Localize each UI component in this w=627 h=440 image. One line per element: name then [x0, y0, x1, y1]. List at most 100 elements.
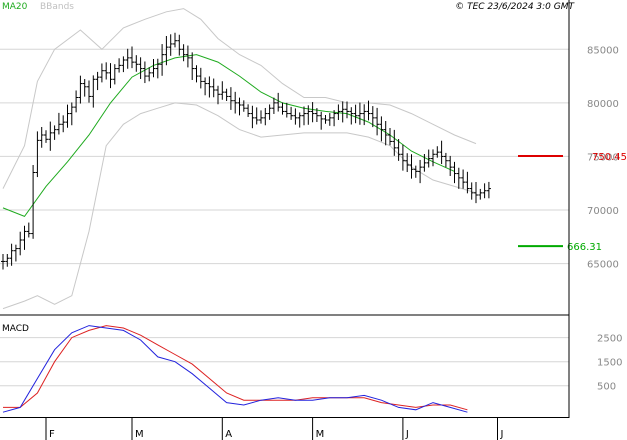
price-bar	[400, 144, 405, 171]
price-bar	[280, 102, 285, 115]
macd-gridlines	[0, 337, 569, 387]
price-bar	[18, 231, 23, 256]
price-bar	[486, 181, 491, 199]
macd-line	[2, 325, 468, 413]
price-bar	[82, 79, 87, 97]
bbands-lower-line	[2, 102, 477, 310]
price-bar	[224, 88, 229, 101]
price-levels: 750.45 666.31	[518, 152, 627, 253]
price-bar	[388, 128, 392, 146]
price-bar	[319, 111, 324, 130]
price-bar	[48, 121, 53, 151]
price-bar	[345, 101, 349, 119]
price-bar	[190, 52, 195, 80]
price-bar	[259, 110, 263, 124]
price-bar	[366, 100, 371, 121]
price-bar	[289, 106, 294, 120]
price-bar	[349, 107, 354, 125]
price-bar	[456, 167, 461, 189]
price-bar	[9, 243, 14, 266]
price-bar	[125, 48, 130, 69]
price-bar	[1, 254, 5, 270]
price-panel: 65000 70000 75000 80000 85000 750.45 666.31	[0, 8, 627, 310]
bbands-legend-label: BBands	[40, 2, 74, 12]
price-bar	[323, 115, 328, 124]
price-bar	[357, 102, 362, 125]
price-bar	[78, 75, 83, 104]
price-bar	[474, 181, 478, 204]
price-bar	[233, 91, 238, 114]
price-bar	[431, 149, 435, 167]
x-tick-label: J	[500, 429, 504, 440]
price-bar	[112, 64, 117, 85]
copyright-text: © TEC 23/6/2024 3:0 GMT	[455, 2, 575, 12]
price-bar	[99, 63, 104, 83]
price-bar	[465, 171, 470, 194]
price-bar	[164, 35, 169, 66]
ma-legend-label: MA20	[2, 2, 28, 12]
price-bar	[370, 106, 375, 128]
price-bar	[375, 107, 380, 136]
x-tick-label: M	[316, 429, 325, 440]
resistance-level-label: 750.45	[592, 152, 627, 163]
price-bar	[443, 152, 448, 168]
price-bar	[168, 34, 173, 56]
macd-panel-label: MACD	[2, 324, 29, 334]
price-bar	[353, 104, 358, 124]
bbands-upper-line	[2, 8, 477, 189]
x-tick-label: J	[405, 429, 409, 440]
price-bar	[142, 61, 147, 84]
price-bar	[379, 116, 384, 142]
x-tick-label: F	[49, 429, 55, 440]
price-bar	[461, 169, 466, 189]
price-bar	[160, 44, 165, 76]
price-bar	[173, 32, 177, 48]
price-bar	[198, 67, 203, 89]
macd-panel: MACD 500 1500 2500	[0, 324, 622, 413]
price-bar	[134, 55, 139, 72]
price-bar	[297, 112, 302, 128]
price-bar	[22, 225, 27, 250]
price-bar	[69, 102, 74, 126]
price-bar	[250, 105, 255, 129]
price-bar	[396, 139, 401, 161]
price-bar	[61, 115, 66, 133]
price-bar	[74, 90, 79, 113]
price-bar	[254, 107, 259, 125]
price-bar	[87, 80, 91, 103]
price-bar	[310, 102, 315, 123]
price-bar	[181, 44, 186, 62]
macd-y-tick-label: 500	[597, 382, 616, 393]
price-bar	[194, 65, 199, 83]
price-bar	[95, 71, 100, 91]
price-bar	[263, 107, 268, 126]
price-bar	[267, 104, 272, 120]
price-bar	[469, 182, 474, 200]
price-bars	[1, 32, 491, 270]
chart-header: MA20 BBands © TEC 23/6/2024 3:0 GMT	[2, 2, 576, 12]
support-level-label: 666.31	[567, 242, 602, 253]
price-bar	[220, 81, 225, 100]
price-bar	[31, 165, 36, 239]
ma20-line	[2, 54, 455, 218]
price-bar	[216, 85, 220, 105]
price-bar	[435, 146, 440, 158]
price-y-tick-label: 80000	[587, 99, 619, 110]
price-bar	[147, 67, 152, 82]
price-y-axis-labels: 65000 70000 75000 80000 85000	[587, 45, 619, 270]
price-bar	[130, 46, 134, 69]
x-tick-label: M	[135, 429, 144, 440]
price-bar	[409, 154, 414, 179]
price-bar	[237, 97, 242, 116]
price-bar	[340, 101, 345, 123]
price-y-tick-label: 70000	[587, 206, 619, 217]
macd-y-axis-labels: 500 1500 2500	[597, 334, 622, 393]
price-bar	[44, 130, 48, 143]
price-bar	[336, 104, 341, 121]
macd-y-tick-label: 2500	[597, 334, 622, 345]
price-bar	[383, 120, 388, 146]
price-gridlines	[0, 48, 569, 265]
price-bar	[155, 58, 160, 79]
price-bar	[177, 34, 182, 56]
